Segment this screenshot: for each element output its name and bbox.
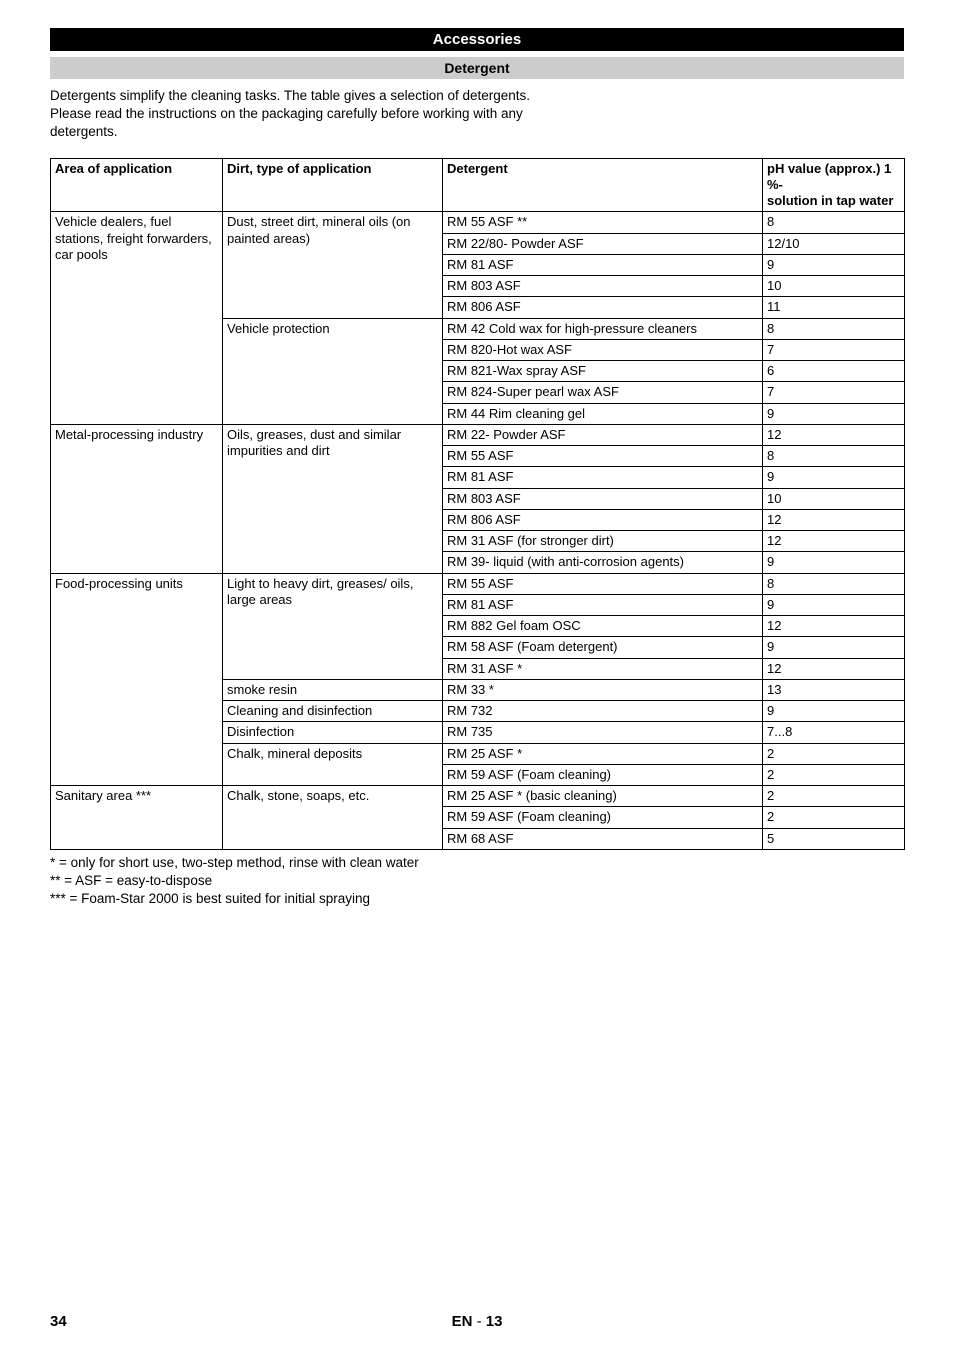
cell-detergent: RM 25 ASF * bbox=[443, 743, 763, 764]
cell-ph: 2 bbox=[763, 743, 905, 764]
cell-detergent: RM 59 ASF (Foam cleaning) bbox=[443, 764, 763, 785]
cell-area: Vehicle dealers, fuel stations, freight … bbox=[51, 212, 223, 425]
th-ph: pH value (approx.) 1 %- solution in tap … bbox=[763, 158, 905, 212]
cell-detergent: RM 735 bbox=[443, 722, 763, 743]
subsection-title: Detergent bbox=[50, 57, 904, 79]
table-row: Sanitary area ***Chalk, stone, soaps, et… bbox=[51, 786, 905, 807]
table-header-row: Area of application Dirt, type of applic… bbox=[51, 158, 905, 212]
cell-dirt: smoke resin bbox=[223, 679, 443, 700]
footer-center: EN - 13 bbox=[50, 1313, 904, 1330]
cell-ph: 12 bbox=[763, 509, 905, 530]
footnote-line: *** = Foam-Star 2000 is best suited for … bbox=[50, 890, 904, 908]
cell-detergent: RM 58 ASF (Foam detergent) bbox=[443, 637, 763, 658]
footer-page-left: 34 bbox=[50, 1313, 67, 1330]
cell-ph: 12/10 bbox=[763, 233, 905, 254]
cell-detergent: RM 803 ASF bbox=[443, 276, 763, 297]
cell-ph: 13 bbox=[763, 679, 905, 700]
cell-ph: 12 bbox=[763, 616, 905, 637]
cell-ph: 9 bbox=[763, 403, 905, 424]
cell-ph: 6 bbox=[763, 361, 905, 382]
cell-detergent: RM 55 ASF ** bbox=[443, 212, 763, 233]
page-footer: 34 EN - 13 bbox=[50, 1313, 904, 1330]
cell-ph: 5 bbox=[763, 828, 905, 849]
cell-dirt: Chalk, mineral deposits bbox=[223, 743, 443, 786]
cell-ph: 2 bbox=[763, 764, 905, 785]
cell-ph: 7 bbox=[763, 339, 905, 360]
th-area: Area of application bbox=[51, 158, 223, 212]
cell-detergent: RM 81 ASF bbox=[443, 254, 763, 275]
cell-ph: 2 bbox=[763, 807, 905, 828]
cell-ph: 9 bbox=[763, 637, 905, 658]
cell-detergent: RM 732 bbox=[443, 701, 763, 722]
cell-detergent: RM 22- Powder ASF bbox=[443, 424, 763, 445]
cell-detergent: RM 824-Super pearl wax ASF bbox=[443, 382, 763, 403]
cell-detergent: RM 68 ASF bbox=[443, 828, 763, 849]
cell-detergent: RM 22/80- Powder ASF bbox=[443, 233, 763, 254]
cell-ph: 12 bbox=[763, 531, 905, 552]
footnote-line: ** = ASF = easy-to-dispose bbox=[50, 872, 904, 890]
cell-detergent: RM 55 ASF bbox=[443, 446, 763, 467]
cell-detergent: RM 820-Hot wax ASF bbox=[443, 339, 763, 360]
cell-detergent: RM 25 ASF * (basic cleaning) bbox=[443, 786, 763, 807]
intro-text: Detergents simplify the cleaning tasks. … bbox=[50, 87, 530, 142]
cell-area: Sanitary area *** bbox=[51, 786, 223, 850]
cell-ph: 12 bbox=[763, 658, 905, 679]
cell-ph: 9 bbox=[763, 594, 905, 615]
cell-ph: 10 bbox=[763, 488, 905, 509]
cell-detergent: RM 44 Rim cleaning gel bbox=[443, 403, 763, 424]
detergent-table: Area of application Dirt, type of applic… bbox=[50, 158, 905, 850]
cell-detergent: RM 59 ASF (Foam cleaning) bbox=[443, 807, 763, 828]
footnotes: * = only for short use, two-step method,… bbox=[50, 854, 904, 909]
cell-detergent: RM 31 ASF * bbox=[443, 658, 763, 679]
cell-dirt: Light to heavy dirt, greases/ oils, larg… bbox=[223, 573, 443, 679]
cell-detergent: RM 55 ASF bbox=[443, 573, 763, 594]
cell-ph: 8 bbox=[763, 573, 905, 594]
cell-ph: 8 bbox=[763, 212, 905, 233]
th-detergent: Detergent bbox=[443, 158, 763, 212]
table-row: Food-processing unitsLight to heavy dirt… bbox=[51, 573, 905, 594]
cell-ph: 7...8 bbox=[763, 722, 905, 743]
cell-detergent: RM 821-Wax spray ASF bbox=[443, 361, 763, 382]
cell-detergent: RM 803 ASF bbox=[443, 488, 763, 509]
cell-detergent: RM 806 ASF bbox=[443, 509, 763, 530]
cell-dirt: Vehicle protection bbox=[223, 318, 443, 424]
th-dirt: Dirt, type of application bbox=[223, 158, 443, 212]
cell-ph: 9 bbox=[763, 467, 905, 488]
cell-detergent: RM 882 Gel foam OSC bbox=[443, 616, 763, 637]
cell-detergent: RM 39- liquid (with anti-corrosion agent… bbox=[443, 552, 763, 573]
cell-area: Food-processing units bbox=[51, 573, 223, 786]
cell-ph: 11 bbox=[763, 297, 905, 318]
cell-dirt: Chalk, stone, soaps, etc. bbox=[223, 786, 443, 850]
cell-detergent: RM 33 * bbox=[443, 679, 763, 700]
cell-detergent: RM 806 ASF bbox=[443, 297, 763, 318]
cell-ph: 12 bbox=[763, 424, 905, 445]
cell-ph: 9 bbox=[763, 552, 905, 573]
cell-dirt: Cleaning and disinfection bbox=[223, 701, 443, 722]
cell-area: Metal-processing industry bbox=[51, 424, 223, 573]
table-row: Vehicle dealers, fuel stations, freight … bbox=[51, 212, 905, 233]
footnote-line: * = only for short use, two-step method,… bbox=[50, 854, 904, 872]
cell-ph: 10 bbox=[763, 276, 905, 297]
cell-detergent: RM 42 Cold wax for high-pressure cleaner… bbox=[443, 318, 763, 339]
cell-ph: 2 bbox=[763, 786, 905, 807]
cell-ph: 8 bbox=[763, 446, 905, 467]
cell-ph: 9 bbox=[763, 701, 905, 722]
cell-ph: 8 bbox=[763, 318, 905, 339]
cell-detergent: RM 81 ASF bbox=[443, 594, 763, 615]
cell-ph: 9 bbox=[763, 254, 905, 275]
cell-detergent: RM 81 ASF bbox=[443, 467, 763, 488]
cell-detergent: RM 31 ASF (for stronger dirt) bbox=[443, 531, 763, 552]
cell-ph: 7 bbox=[763, 382, 905, 403]
section-title: Accessories bbox=[50, 28, 904, 51]
cell-dirt: Disinfection bbox=[223, 722, 443, 743]
cell-dirt: Oils, greases, dust and similar impuriti… bbox=[223, 424, 443, 573]
table-row: Metal-processing industryOils, greases, … bbox=[51, 424, 905, 445]
cell-dirt: Dust, street dirt, mineral oils (on pain… bbox=[223, 212, 443, 318]
